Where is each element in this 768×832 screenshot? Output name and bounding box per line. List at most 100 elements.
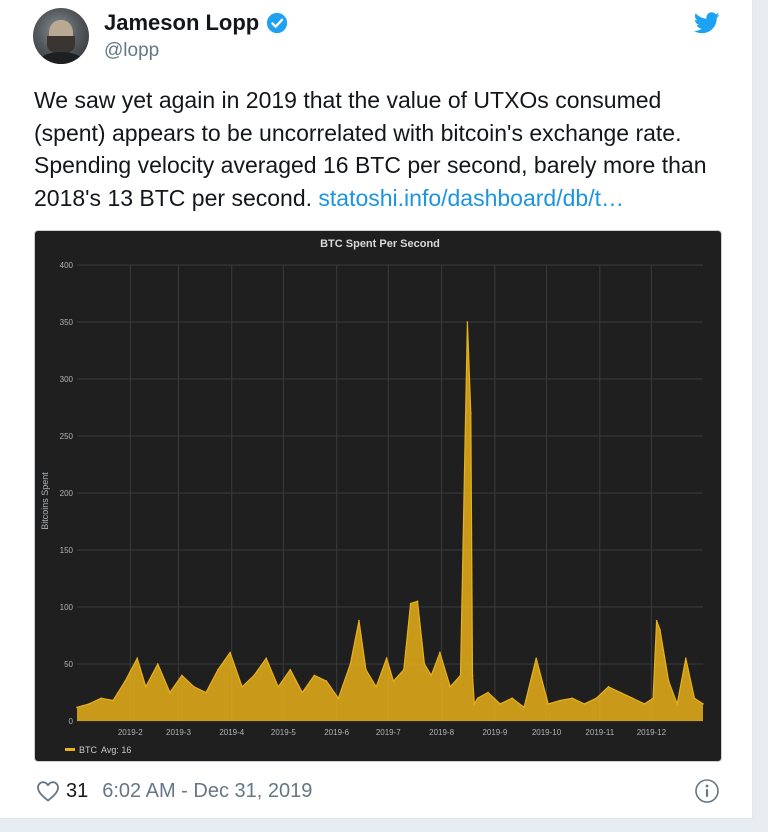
tweet-link[interactable]: statoshi.info/dashboard/db/t…: [318, 184, 624, 211]
data-point: [325, 680, 328, 682]
data-point: [667, 680, 670, 682]
chart-image[interactable]: BTC Spent Per Second Bitcoins Spent 0 50 1…: [34, 230, 722, 762]
tweet-footer: 31 6:02 AM - Dec 31, 2019: [36, 776, 312, 806]
data-point: [181, 674, 183, 677]
data-point: [487, 691, 489, 694]
y-axis-label: Bitcoins Spent: [40, 472, 50, 530]
data-point: [583, 703, 586, 705]
data-point: [337, 697, 340, 699]
x-tick-label: 2019-11: [585, 728, 614, 737]
y-tick-label: 100: [60, 603, 74, 612]
x-tick-label: 2019-8: [429, 728, 454, 737]
data-point: [217, 668, 219, 671]
data-point: [112, 699, 114, 702]
tweet-text: We saw yet again in 2019 that the value …: [34, 84, 734, 214]
data-point: [169, 691, 171, 694]
data-point: [76, 706, 78, 709]
author-name-row: Jameson Lopp: [104, 10, 288, 36]
legend-swatch: [65, 748, 75, 751]
data-point: [416, 600, 419, 603]
legend-stat: Avg: 16: [101, 745, 131, 755]
legend-series-name: BTC: [79, 745, 98, 755]
twitter-bird-icon[interactable]: [694, 12, 720, 34]
data-point: [313, 674, 316, 677]
tweet-body: We saw yet again in 2019 that the value …: [34, 87, 707, 211]
data-point: [643, 703, 646, 705]
data-point: [459, 674, 462, 677]
data-point: [157, 663, 159, 665]
data-point: [702, 703, 704, 705]
y-tick-label: 150: [60, 546, 74, 555]
data-point: [423, 663, 426, 665]
data-point: [100, 697, 102, 699]
data-point: [385, 657, 388, 660]
data-point: [676, 703, 679, 705]
data-point: [193, 686, 195, 688]
data-point: [607, 686, 610, 688]
data-point: [409, 602, 412, 605]
data-point: [659, 629, 661, 631]
data-point: [229, 651, 231, 654]
data-point: [449, 686, 451, 688]
data-point: [499, 703, 501, 705]
grid-lines: [77, 264, 703, 722]
data-point: [301, 691, 304, 694]
x-tick-label: 2019-7: [376, 728, 401, 737]
data-point: [471, 674, 474, 677]
heart-icon[interactable]: [36, 780, 60, 802]
data-point: [349, 663, 352, 665]
data-point: [466, 321, 469, 323]
data-point: [265, 657, 267, 660]
author-name[interactable]: Jameson Lopp: [104, 10, 260, 35]
data-point: [277, 686, 280, 688]
data-point: [559, 699, 562, 702]
data-point: [253, 674, 255, 677]
data-point: [241, 686, 243, 688]
y-tick-label: 200: [60, 489, 74, 498]
data-point: [430, 674, 433, 677]
x-tick-label: 2019-5: [271, 728, 296, 737]
data-point: [571, 697, 574, 699]
y-tick-label: 350: [60, 318, 74, 327]
data-point: [144, 686, 147, 688]
series-btc-area: [77, 322, 703, 721]
x-tick-label: 2019-12: [637, 728, 667, 737]
btc-spent-chart: BTC Spent Per Second Bitcoins Spent 0 50 1…: [40, 238, 704, 755]
like-count: 31: [66, 779, 89, 802]
tweet-timestamp[interactable]: 6:02 AM - Dec 31, 2019: [102, 779, 313, 802]
data-point: [358, 619, 360, 622]
series-btc-points: [76, 321, 704, 709]
avatar-shoulders: [37, 52, 85, 64]
y-tick-label: 400: [60, 261, 74, 270]
y-tick-label: 0: [69, 717, 74, 726]
data-point: [88, 703, 90, 705]
series-btc-line: [76, 321, 704, 709]
data-point: [136, 657, 138, 660]
data-point: [124, 680, 126, 682]
data-point: [402, 668, 405, 671]
data-point: [476, 697, 479, 699]
x-tick-label: 2019-10: [532, 728, 562, 737]
data-point: [392, 680, 395, 682]
author-handle[interactable]: @lopp: [104, 40, 160, 61]
chart-title: BTC Spent Per Second: [320, 238, 440, 250]
data-point: [619, 691, 622, 694]
y-tick-label: 250: [60, 432, 74, 441]
data-point: [652, 697, 654, 699]
data-point: [365, 668, 367, 671]
data-point: [205, 691, 207, 694]
avatar-beard: [47, 36, 75, 54]
info-icon[interactable]: [694, 778, 720, 804]
data-point: [470, 412, 472, 414]
x-tick-label: 2019-3: [166, 728, 191, 737]
data-point: [547, 703, 550, 705]
legend: BTC Avg: 16: [65, 745, 131, 755]
data-point: [631, 697, 634, 699]
data-point: [289, 668, 292, 671]
author-avatar[interactable]: [33, 8, 89, 64]
x-tick-label: 2019-9: [482, 728, 507, 737]
x-tick-labels: 2019-2 2019-3 2019-4 2019-5 2019-6 2019-7 2019…: [118, 728, 667, 737]
y-tick-label: 300: [60, 375, 74, 384]
data-point: [511, 697, 513, 699]
data-point: [535, 657, 537, 660]
